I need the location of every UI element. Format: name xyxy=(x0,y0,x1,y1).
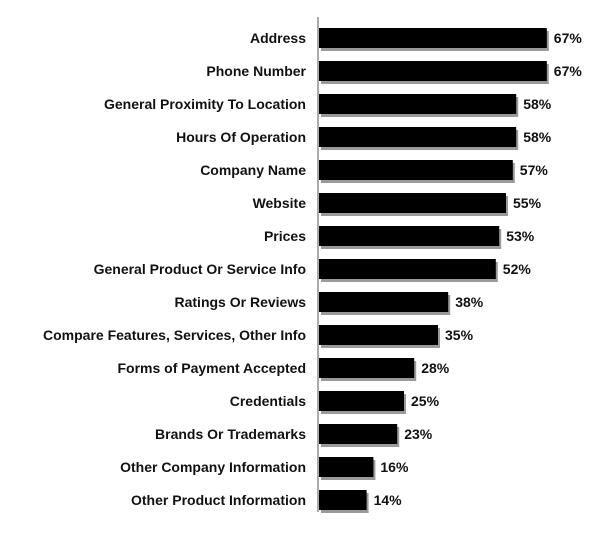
value-label: 55% xyxy=(513,195,542,211)
category-label: Website xyxy=(253,195,307,211)
category-label: Address xyxy=(250,30,306,46)
category-label: Company Name xyxy=(200,162,306,178)
value-label: 23% xyxy=(404,426,433,442)
category-label: General Proximity To Location xyxy=(104,96,306,112)
bar xyxy=(319,226,500,246)
category-label: Forms of Payment Accepted xyxy=(117,360,306,376)
bar xyxy=(319,28,547,48)
bar xyxy=(319,292,449,312)
bar xyxy=(319,424,398,444)
category-label: Hours Of Operation xyxy=(176,129,306,145)
value-label: 67% xyxy=(554,30,583,46)
bar xyxy=(319,358,415,378)
bar xyxy=(319,127,517,147)
category-labels: Address Phone Number General Proximity To … xyxy=(43,30,307,508)
category-label: Ratings Or Reviews xyxy=(175,294,307,310)
bar xyxy=(319,160,513,180)
category-label: General Product Or Service Info xyxy=(94,261,306,277)
value-label: 58% xyxy=(523,129,552,145)
category-label: Credentials xyxy=(230,393,306,409)
value-label: 25% xyxy=(411,393,440,409)
bar xyxy=(319,490,367,510)
value-label: 14% xyxy=(374,492,403,508)
bar xyxy=(319,94,517,114)
bars xyxy=(319,28,549,513)
value-label: 16% xyxy=(380,459,409,475)
value-label: 35% xyxy=(445,327,474,343)
bar xyxy=(319,61,547,81)
value-label: 28% xyxy=(421,360,450,376)
bar xyxy=(319,457,374,477)
bar xyxy=(319,391,404,411)
value-label: 38% xyxy=(455,294,484,310)
value-label: 53% xyxy=(506,228,535,244)
category-label: Brands Or Trademarks xyxy=(155,426,306,442)
value-label: 67% xyxy=(554,63,583,79)
category-label: Compare Features, Services, Other Info xyxy=(43,327,306,343)
category-label: Phone Number xyxy=(206,63,306,79)
category-label: Other Product Information xyxy=(131,492,306,508)
value-label: 57% xyxy=(520,162,549,178)
bar xyxy=(319,193,506,213)
bar xyxy=(319,259,496,279)
value-label: 52% xyxy=(503,261,532,277)
value-labels: 67% 67% 58% 58% 57% 55% 53% 52% 38% 35% 28% 25% 23% 1… xyxy=(374,30,583,508)
value-label: 58% xyxy=(523,96,552,112)
bar xyxy=(319,325,438,345)
category-label: Prices xyxy=(264,228,306,244)
category-label: Other Company Information xyxy=(120,459,306,475)
